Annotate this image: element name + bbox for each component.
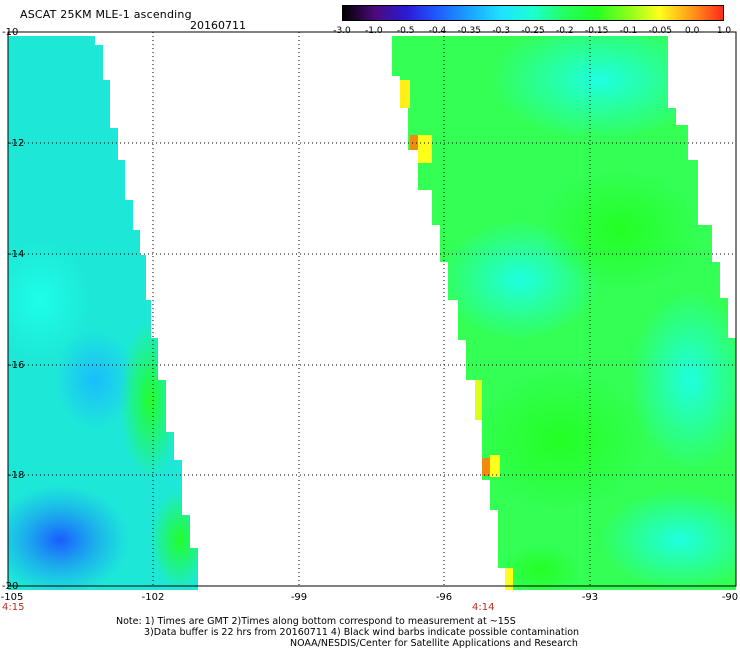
left-swath [0,30,210,600]
lat-label: -18 [8,470,24,481]
note-line-3: NOAA/NESDIS/Center for Satellite Applica… [290,638,578,649]
note-line-1: Note: 1) Times are GMT 2)Times along bot… [116,616,516,627]
lat-label: -10 [2,27,18,38]
lon-label: -102 [142,592,165,603]
lon-label: -90 [722,592,738,603]
lat-label: -16 [8,360,24,371]
right-swath [380,20,740,600]
lat-label: -14 [8,249,24,260]
lon-label: -96 [436,592,452,603]
lon-label: -93 [582,592,598,603]
note-line-2: 3)Data buffer is 22 hrs from 20160711 4)… [144,627,579,638]
pass-time-right: 4:14 [472,602,494,613]
lat-label: -12 [8,138,24,149]
lat-label: -20 [2,581,18,592]
lon-label: -99 [291,592,307,603]
pass-time-left: 4:15 [2,602,24,613]
